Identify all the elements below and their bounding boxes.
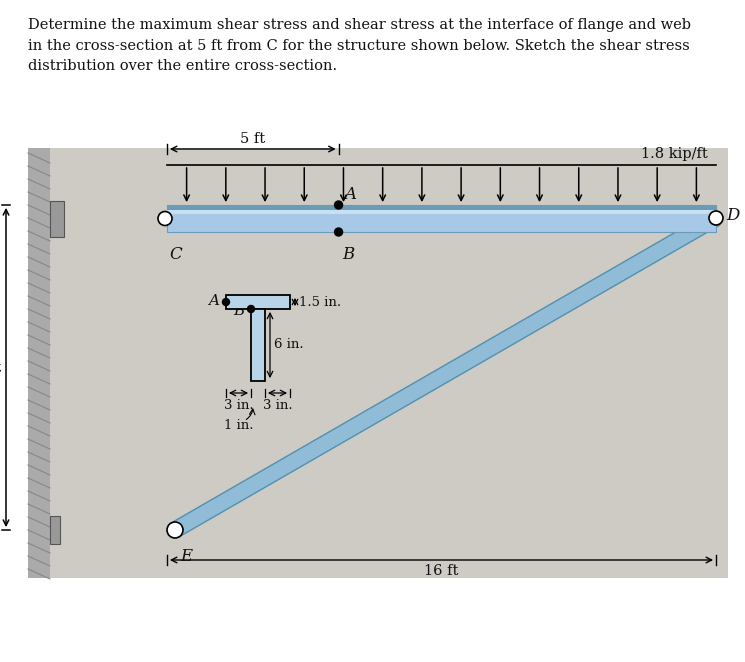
Bar [28, 148, 728, 578]
Text: B: B [343, 246, 355, 263]
Bar [167, 210, 716, 214]
Bar [167, 205, 716, 210]
Circle shape [709, 211, 723, 225]
Bar [251, 309, 265, 381]
Text: 3 in.: 3 in. [263, 399, 292, 412]
Circle shape [223, 299, 229, 305]
Text: 16 ft: 16 ft [425, 564, 459, 578]
Text: 1 in.: 1 in. [224, 419, 253, 432]
Polygon shape [171, 211, 720, 537]
Circle shape [167, 522, 183, 538]
Bar [167, 205, 716, 232]
Text: 1.8 kip/ft: 1.8 kip/ft [641, 147, 708, 161]
Bar [28, 148, 50, 578]
Circle shape [247, 305, 255, 312]
Bar [50, 201, 64, 236]
Text: C: C [169, 246, 182, 263]
Text: A: A [344, 186, 357, 203]
Text: 5 ft: 5 ft [240, 132, 265, 146]
Circle shape [158, 211, 172, 226]
Bar [226, 295, 290, 309]
Text: 12 ft: 12 ft [0, 361, 1, 375]
Text: 6 in.: 6 in. [274, 338, 304, 352]
Text: D: D [726, 207, 739, 224]
Text: 1.5 in.: 1.5 in. [299, 295, 341, 308]
Bar [50, 516, 60, 544]
Text: Determine the maximum shear stress and shear stress at the interface of flange a: Determine the maximum shear stress and s… [28, 18, 691, 73]
Text: B: B [232, 304, 244, 318]
Text: A: A [208, 294, 219, 308]
Text: E: E [180, 548, 192, 565]
Text: 3 in.: 3 in. [224, 399, 253, 412]
Circle shape [335, 201, 343, 209]
Circle shape [335, 228, 343, 236]
